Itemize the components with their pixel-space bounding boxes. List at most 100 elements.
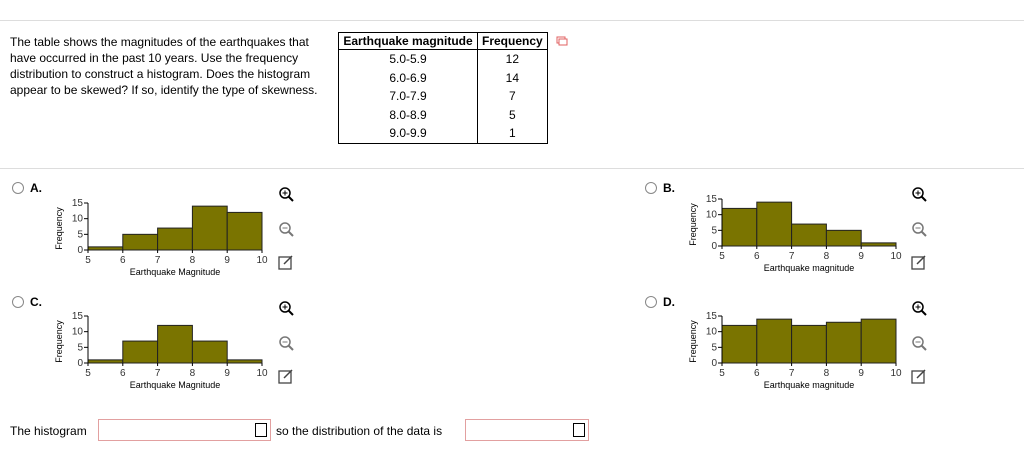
dropdown[interactable]: [98, 419, 271, 441]
y-tick-label: 0: [77, 245, 83, 256]
y-tick-label: 15: [706, 311, 718, 322]
y-tick-label: 0: [711, 241, 717, 252]
radio[interactable]: [12, 182, 24, 194]
y-tick-label: 5: [711, 225, 717, 236]
x-tick-label: 10: [256, 368, 268, 379]
x-tick-label: 7: [789, 251, 795, 262]
table-header: Frequency: [477, 32, 548, 50]
table-cell: 8.0-8.9: [338, 105, 478, 125]
x-tick-label: 5: [85, 368, 91, 379]
y-tick-label: 10: [72, 214, 84, 225]
y-tick-label: 0: [77, 358, 83, 369]
answer-prefix: The histogram: [10, 424, 87, 438]
table-cell: 5: [477, 105, 548, 125]
divider: [0, 20, 1024, 21]
zoom-out[interactable]: [279, 222, 294, 237]
table-cell: 5.0-5.9: [338, 49, 478, 69]
zoom-handle: [920, 344, 927, 351]
x-tick-label: 7: [155, 255, 161, 266]
answer-middle: so the distribution of the data is: [276, 424, 443, 438]
bar: [756, 201, 793, 247]
x-axis-label: Earthquake Magnitude: [130, 267, 221, 277]
open-link[interactable]: [278, 369, 293, 384]
link-arrow: [916, 369, 926, 379]
radio[interactable]: [645, 296, 657, 308]
option-label: D.: [663, 295, 675, 309]
y-axis-label: Frequency: [54, 207, 64, 250]
table-row: 5.0-5.9 12: [338, 49, 548, 69]
table-cell: 7.0-7.9: [338, 87, 478, 106]
bar: [721, 324, 758, 364]
zoom-in[interactable]: [912, 187, 927, 202]
x-tick-label: 5: [719, 368, 725, 379]
dropdown[interactable]: [465, 419, 589, 441]
zoom-in[interactable]: [912, 301, 927, 316]
bar: [756, 318, 793, 364]
bar: [122, 233, 159, 251]
y-axis-label: Frequency: [688, 320, 698, 363]
y-tick-label: 15: [72, 311, 84, 322]
bar: [87, 246, 124, 251]
bar: [157, 324, 193, 364]
zoom-handle: [287, 230, 294, 237]
x-tick-label: 7: [789, 368, 795, 379]
zoom-lens: [912, 301, 924, 313]
y-tick-label: 10: [72, 327, 84, 338]
x-tick-label: 6: [120, 368, 126, 379]
y-tick-label: 10: [706, 327, 718, 338]
bar: [791, 324, 827, 364]
bar: [825, 229, 862, 247]
zoom-in[interactable]: [279, 301, 294, 316]
link-arrow: [283, 369, 293, 379]
zoom-lens: [912, 222, 924, 234]
x-tick-label: 10: [256, 255, 268, 266]
y-tick-label: 15: [72, 198, 84, 209]
y-tick-label: 5: [77, 229, 83, 240]
radio[interactable]: [645, 182, 657, 194]
x-tick-label: 8: [824, 368, 830, 379]
open-link[interactable]: [911, 255, 926, 270]
x-axis-label: Earthquake magnitude: [764, 380, 855, 390]
copy-icon[interactable]: [556, 36, 568, 46]
bar: [860, 242, 897, 247]
x-tick-label: 8: [190, 368, 196, 379]
zoom-out[interactable]: [279, 336, 294, 351]
link-arrow: [283, 255, 293, 265]
option-label: C.: [30, 295, 42, 309]
y-axis-label: Frequency: [54, 320, 64, 363]
link-box: [278, 256, 292, 270]
table-header: Earthquake magnitude: [338, 32, 478, 50]
x-tick-label: 7: [155, 368, 161, 379]
x-tick-label: 6: [754, 368, 760, 379]
y-tick-label: 10: [706, 210, 718, 221]
open-link[interactable]: [911, 369, 926, 384]
zoom-out[interactable]: [912, 336, 927, 351]
zoom-lens: [279, 187, 291, 199]
link-arrow: [916, 255, 926, 265]
bar: [226, 211, 263, 251]
table-row: 8.0-8.9 5: [338, 105, 548, 125]
zoom-out[interactable]: [912, 222, 927, 237]
x-axis-label: Earthquake magnitude: [764, 263, 855, 273]
open-link[interactable]: [278, 255, 293, 270]
x-tick-label: 9: [858, 368, 864, 379]
y-tick-label: 15: [706, 194, 718, 205]
table-cell: 6.0-6.9: [338, 68, 478, 88]
y-axis-label: Frequency: [688, 203, 698, 246]
y-tick-label: 0: [711, 358, 717, 369]
question: The table shows the magnitudes of the ea…: [10, 35, 318, 97]
x-tick-label: 10: [890, 368, 902, 379]
zoom-handle: [287, 195, 294, 202]
zoom-handle: [920, 230, 927, 237]
x-tick-label: 8: [824, 251, 830, 262]
table-cell: 12: [477, 49, 548, 69]
radio[interactable]: [12, 296, 24, 308]
bar: [157, 227, 193, 251]
zoom-lens: [912, 336, 924, 348]
bar: [87, 359, 124, 364]
zoom-lens: [279, 301, 291, 313]
zoom-lens: [912, 187, 924, 199]
zoom-in[interactable]: [279, 187, 294, 202]
